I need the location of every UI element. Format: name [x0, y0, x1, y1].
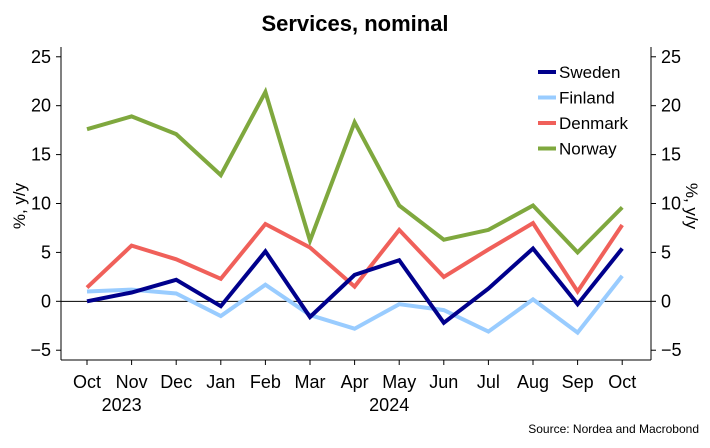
x-year-label: 2023 [102, 395, 142, 415]
x-tick-label: Dec [160, 372, 192, 392]
chart-title: Services, nominal [261, 11, 448, 36]
x-tick-label: Apr [341, 372, 369, 392]
x-axis: Oct Nov Dec Jan Feb Mar Apr May Jun Jul Aug Sep Oct2… [73, 360, 636, 415]
y-axis-left: −5 0 5 10 15 20 25 [30, 47, 61, 360]
legend-label-finland: Finland [559, 89, 615, 108]
y-tick-label-right: 25 [661, 47, 681, 67]
y-tick-label-right: 20 [661, 96, 681, 116]
legend-label-norway: Norway [559, 140, 617, 159]
x-tick-label: Oct [608, 372, 636, 392]
y-tick-label-left: 20 [31, 96, 51, 116]
legend-label-denmark: Denmark [559, 114, 628, 133]
x-year-label: 2024 [369, 395, 409, 415]
x-tick-label: May [382, 372, 416, 392]
y-tick-label-left: 25 [31, 47, 51, 67]
y-axis-right: −5 0 5 10 15 20 25 [651, 47, 682, 360]
y-tick-label-right: 10 [661, 194, 681, 214]
series-line-finland [86, 274, 624, 336]
x-tick-label: Jan [206, 372, 235, 392]
y-tick-label-left: 5 [41, 242, 51, 262]
x-tick-label: Oct [73, 372, 101, 392]
x-tick-label: Jul [477, 372, 500, 392]
y-tick-label-right: 5 [661, 242, 671, 262]
y-tick-label-left: 15 [31, 145, 51, 165]
x-tick-label: Sep [562, 372, 594, 392]
legend-label-sweden: Sweden [559, 63, 620, 82]
y-axis-label-left: %, y/y [10, 182, 29, 229]
y-tick-label-left: 10 [31, 194, 51, 214]
series-lines [85, 86, 624, 336]
x-tick-label: Nov [116, 372, 148, 392]
series-line-denmark [85, 220, 624, 296]
x-tick-label: Aug [517, 372, 549, 392]
series-line-sweden [86, 245, 624, 326]
legend: Sweden Finland Denmark Norway [538, 63, 628, 159]
x-tick-label: Feb [250, 372, 281, 392]
x-tick-label: Jun [429, 372, 458, 392]
y-axis-label-right: %, y/y [682, 183, 701, 230]
y-tick-label-right: 0 [661, 291, 671, 311]
x-tick-label: Mar [295, 372, 326, 392]
y-tick-label-left: −5 [30, 340, 51, 360]
y-tick-label-right: −5 [661, 340, 682, 360]
y-tick-label-left: 0 [41, 291, 51, 311]
y-tick-label-right: 15 [661, 145, 681, 165]
series-line-norway [86, 86, 624, 256]
source-note: Source: Nordea and Macrobond [528, 422, 699, 436]
